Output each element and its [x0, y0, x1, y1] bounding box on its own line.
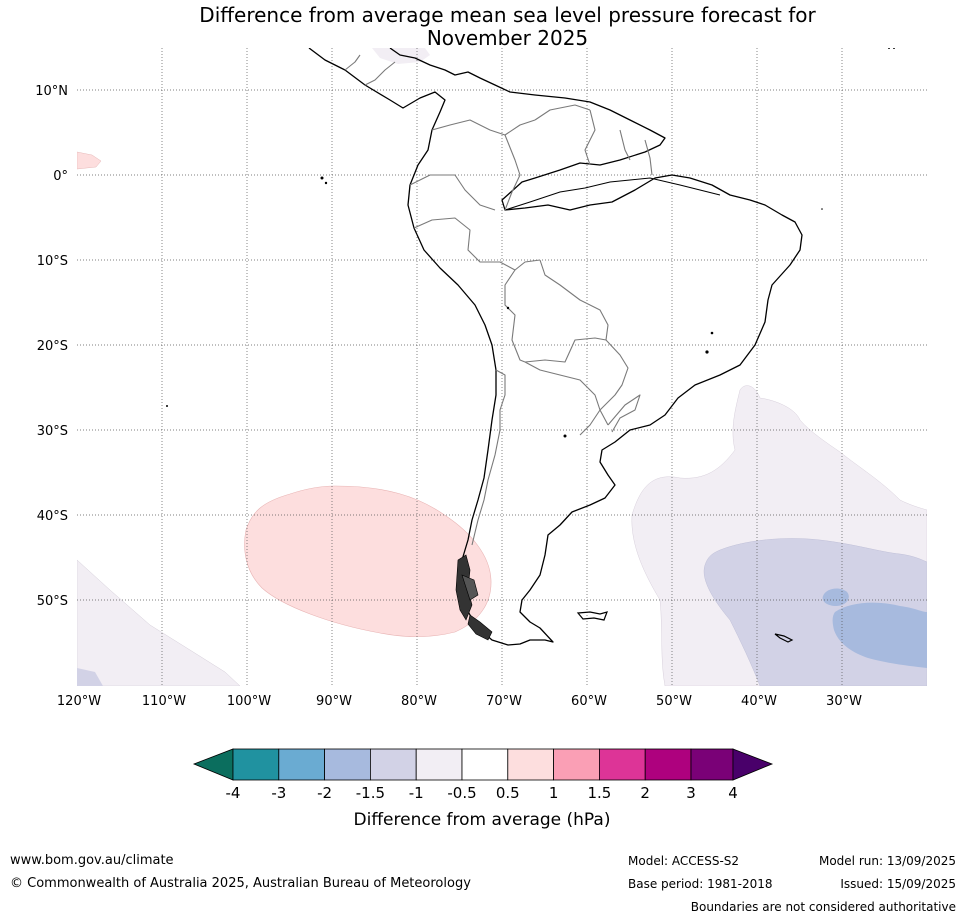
colorbar-tick-2: -3	[271, 784, 286, 802]
colorbar-tick-7: 0.5	[496, 784, 520, 802]
falkland-islands	[576, 611, 608, 621]
lat-label-10s: 10°S	[37, 254, 68, 269]
lon-label-80w: 80°W	[401, 694, 437, 709]
colorbar-tick-5: -1	[409, 784, 424, 802]
lon-label-30w: 30°W	[826, 694, 862, 709]
lon-label-50w: 50°W	[656, 694, 692, 709]
anomaly-neg2-patch-small	[822, 588, 849, 606]
lat-label-0: 0°	[53, 169, 68, 184]
website-link[interactable]: www.bom.gov.au/climate	[10, 853, 174, 868]
longitude-labels: 120°W 110°W 100°W 90°W 80°W 70°W 60°W 50…	[57, 694, 862, 709]
lat-label-50s: 50°S	[37, 594, 68, 609]
lat-label-30s: 30°S	[37, 424, 68, 439]
south-america-coastline	[308, 48, 803, 646]
colorbar-bin-8	[553, 748, 600, 781]
colorbar-bin-3	[324, 748, 371, 781]
colorbar-tick-11: 3	[686, 784, 696, 802]
colorbar-tick-4: -1.5	[356, 784, 385, 802]
chile-fjords	[455, 554, 493, 641]
anomaly-pos-small-west	[77, 151, 102, 170]
colorbar-tick-6: -0.5	[447, 784, 476, 802]
south-georgia	[774, 633, 794, 643]
map-plot-area	[77, 48, 927, 686]
colorbar-bin-4	[369, 748, 417, 781]
amazon-estuary	[504, 177, 721, 211]
colorbar-tick-1: -4	[226, 784, 241, 802]
colorbar-bin-10	[644, 748, 692, 781]
anomaly-neg15-southwest	[77, 668, 103, 686]
lon-label-60w: 60°W	[571, 694, 607, 709]
lon-label-40w: 40°W	[741, 694, 777, 709]
anomaly-pos-pacific	[244, 485, 492, 637]
model-name: Model: ACCESS-S2	[628, 854, 740, 868]
colorbar-tick-12: 4	[728, 784, 738, 802]
colorbar-bin-6	[461, 748, 509, 781]
map-title: Difference from average mean sea level p…	[0, 4, 965, 50]
colorbar-tick-3: -2	[317, 784, 332, 802]
copyright-text: © Commonwealth of Australia 2025, Austra…	[10, 876, 471, 891]
colorbar-title: Difference from average (hPa)	[354, 810, 611, 830]
colorbar-bin-11	[690, 748, 734, 781]
colorbar-bin-7	[507, 748, 554, 781]
base-period: Base period: 1981-2018	[628, 877, 773, 891]
lon-label-100w: 100°W	[227, 694, 271, 709]
anomaly-neg-small-north	[372, 48, 430, 64]
colorbar-tick-8: 1	[549, 784, 559, 802]
lon-label-90w: 90°W	[316, 694, 352, 709]
lat-label-20s: 20°S	[37, 339, 68, 354]
anomaly-neg-southwest	[77, 559, 241, 686]
anomaly-neg2-patch-large	[832, 602, 927, 668]
issued-date: Issued: 15/09/2025	[840, 877, 956, 891]
boundaries-disclaimer: Boundaries are not considered authoritat…	[690, 900, 956, 914]
colorbar-tick-9: 1.5	[587, 784, 611, 802]
colorbar-bin-2	[278, 748, 325, 781]
lon-label-120w: 120°W	[57, 694, 101, 709]
lat-label-10n: 10°N	[35, 84, 68, 99]
colorbar-extend-min	[192, 748, 234, 781]
map-gridlines	[77, 48, 927, 686]
colorbar-bin-5	[415, 748, 463, 781]
latitude-labels: 10°N 0° 10°S 20°S 30°S 40°S 50°S	[35, 84, 68, 609]
model-run-date: Model run: 13/09/2025	[818, 854, 956, 868]
small-islands	[166, 48, 895, 438]
pressure-anomaly-fields	[77, 48, 927, 686]
lon-label-110w: 110°W	[142, 694, 186, 709]
lat-label-40s: 40°S	[37, 509, 68, 524]
map-title-line2: November 2025	[426, 26, 589, 50]
colorbar: -4 -3 -2 -1.5 -1 -0.5 0.5 1 1.5 2 3 4 Di…	[192, 748, 774, 830]
colorbar-bin-9	[599, 748, 646, 781]
lon-label-70w: 70°W	[486, 694, 522, 709]
colorbar-extend-max	[732, 748, 774, 781]
colorbar-bin-1	[232, 748, 280, 781]
colorbar-tick-10: 2	[640, 784, 650, 802]
country-borders	[344, 54, 653, 546]
map-title-line1: Difference from average mean sea level p…	[199, 3, 816, 27]
